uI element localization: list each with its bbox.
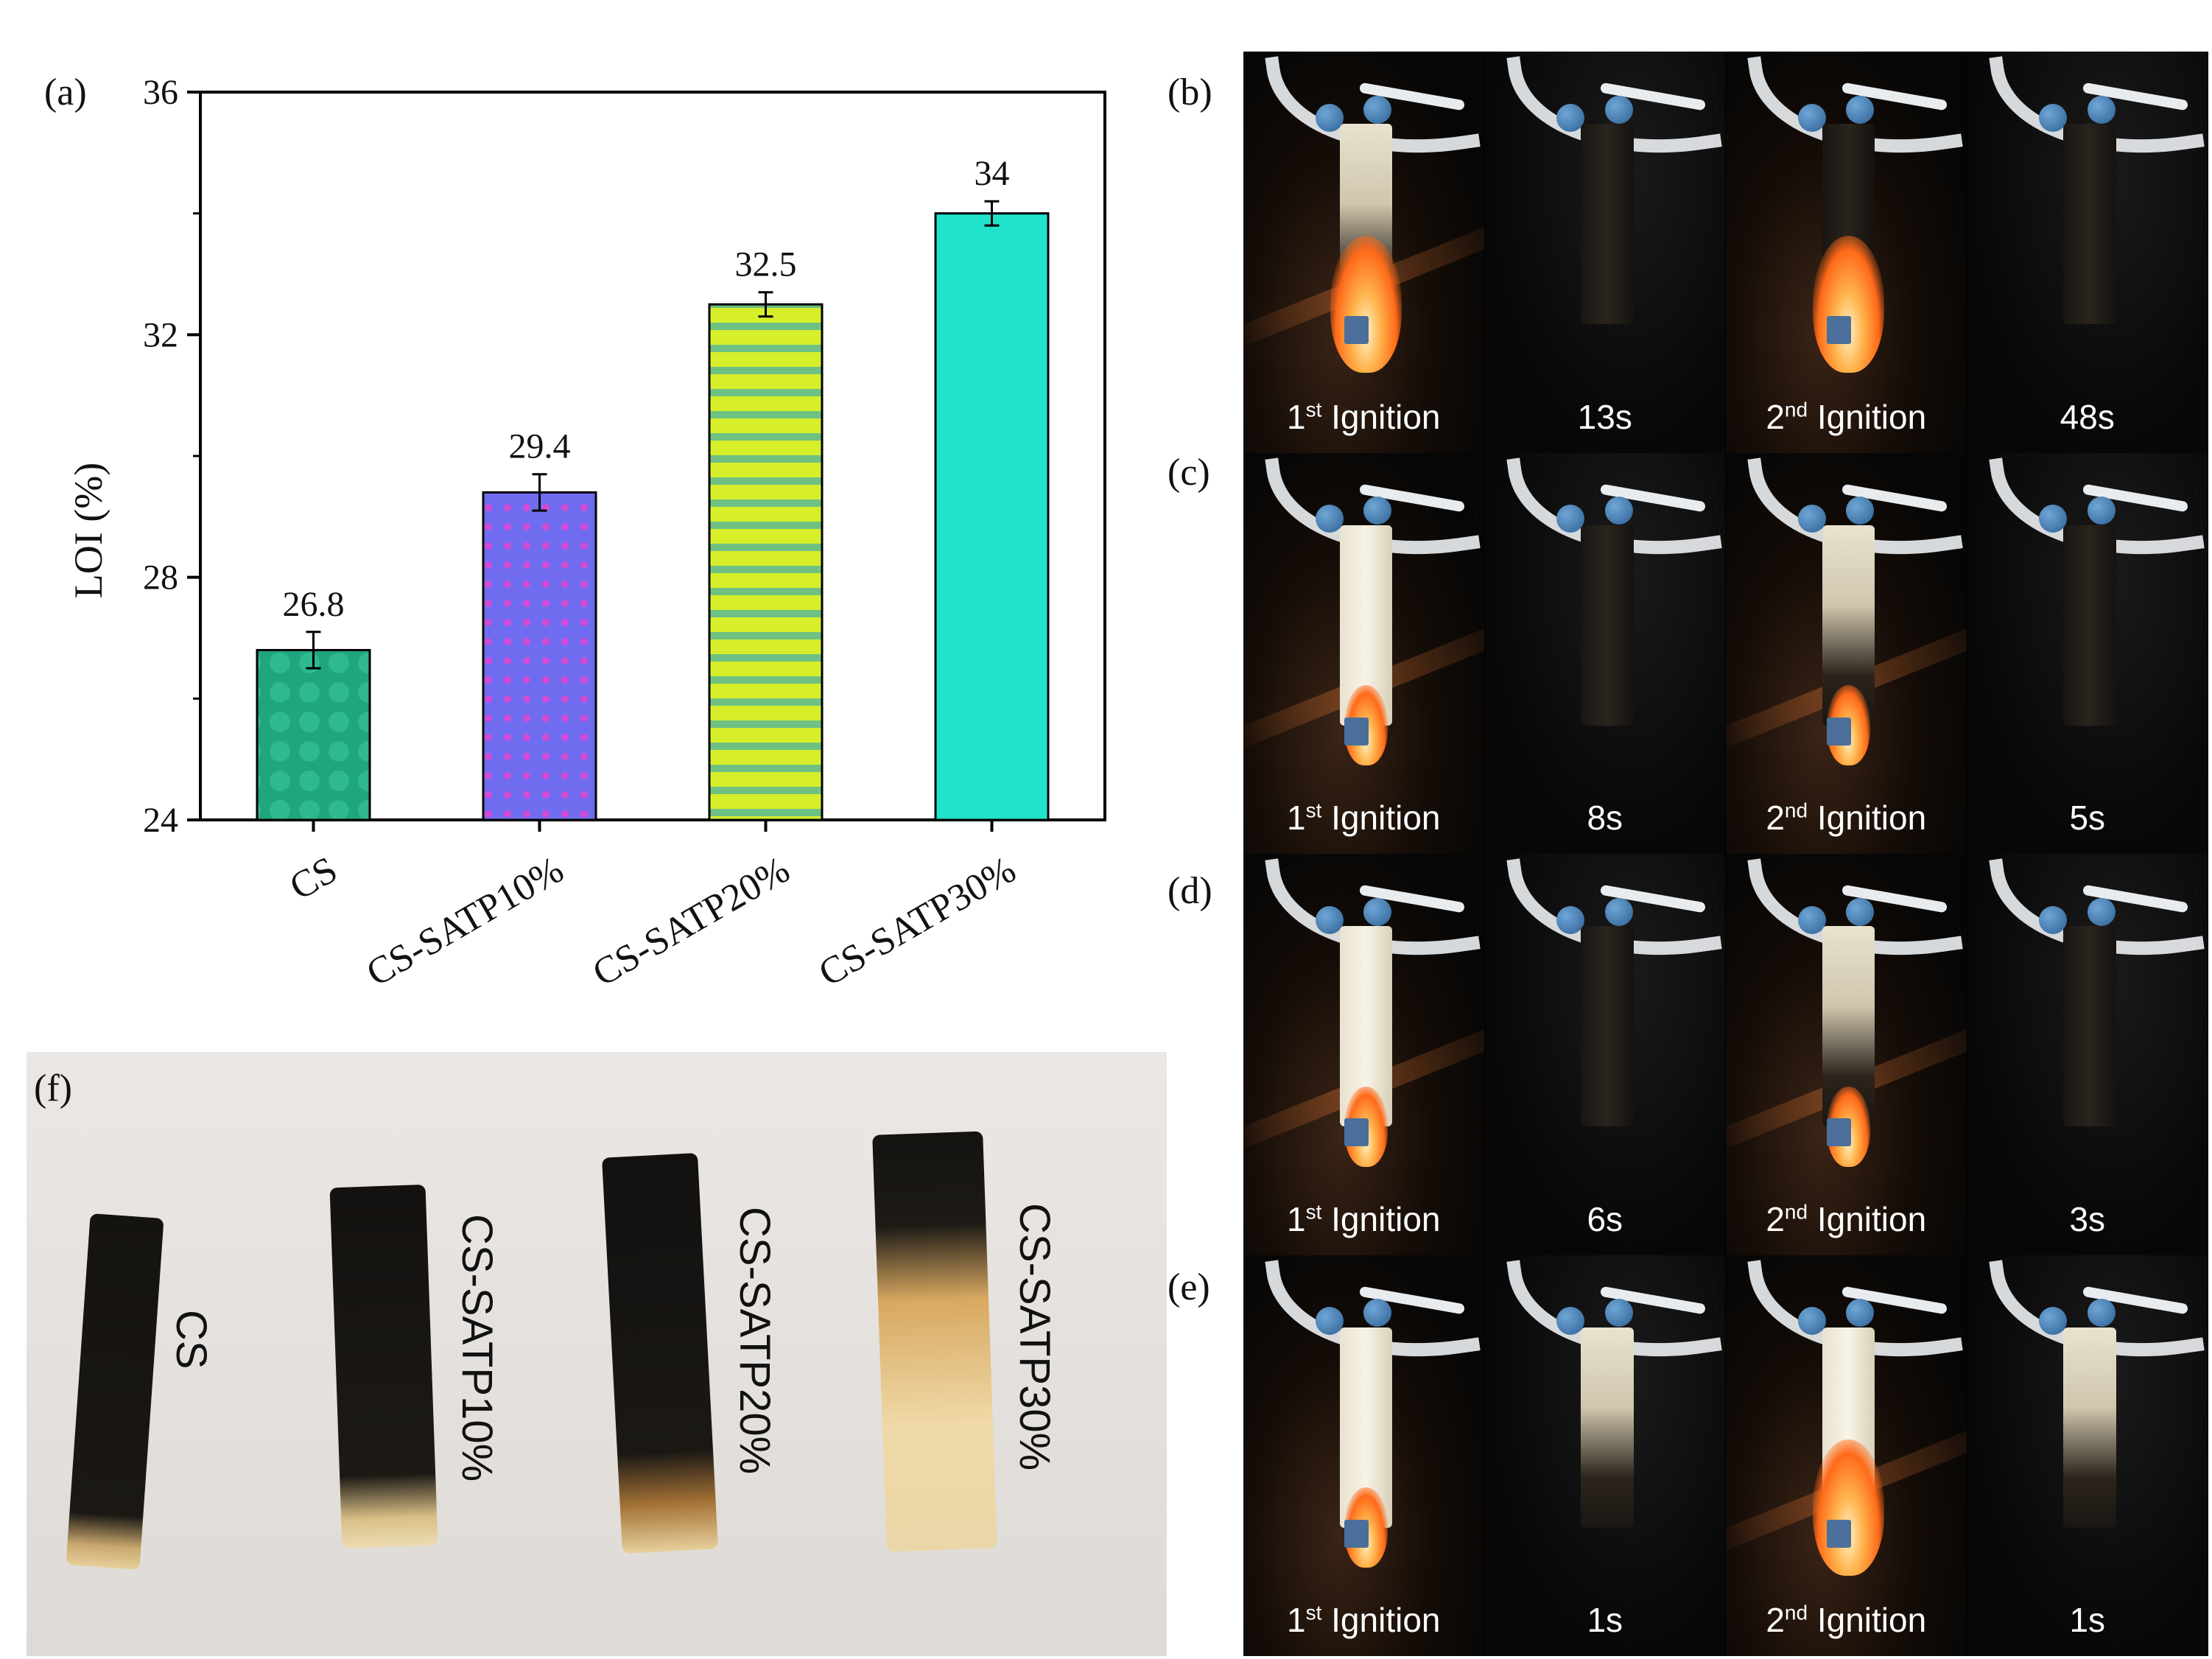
caption-d-2: 6s [1587,1199,1623,1238]
photo-d-1: 1st Ignition [1243,854,1485,1255]
bar-0 [256,648,371,821]
residue-label-20: CS-SATP20% [731,1207,779,1475]
x-tick-label-3: CS-SATP30% [812,849,1022,995]
y-axis-label: LOI (%) [66,463,110,598]
photo-c-4: 5s [1967,452,2208,854]
photo-d-3: 2nd Ignition [1726,854,1967,1255]
caption-e-1: 1st Ignition [1287,1601,1441,1639]
caption-c-4: 5s [2069,799,2106,837]
photo-d-4: 3s [1967,854,2208,1255]
caption-e-4: 1s [2069,1601,2106,1639]
caption-e-3: 2nd Ignition [1766,1601,1927,1639]
bar-2 [708,303,824,821]
x-tick-label-1: CS-SATP10% [359,849,570,995]
caption-b-3: 2nd Ignition [1766,397,1927,436]
residue-photo: (f) CS CS-SATP10% CS-SATP20% CS-SATP30% [27,1052,1167,1656]
value-label-1: 29.4 [509,427,571,466]
residue-sample-20 [602,1152,718,1554]
y-tick-label: 28 [143,558,178,597]
photo-e-2: 1s [1484,1255,1726,1656]
panel-label-a: (a) [44,71,87,113]
residue-sample-10 [329,1184,438,1549]
x-tick-label-2: CS-SATP20% [586,849,796,995]
bar-1 [482,491,597,821]
photo-d-2: 6s [1484,854,1726,1255]
panel-label-d: (d) [1168,870,1212,912]
value-label-0: 26.8 [283,585,345,624]
caption-c-3: 2nd Ignition [1766,799,1927,837]
caption-b-4: 48s [2060,397,2115,436]
caption-c-2: 8s [1587,799,1623,837]
caption-d-3: 2nd Ignition [1766,1199,1927,1238]
residue-label-10: CS-SATP10% [453,1214,501,1482]
photo-b-4: 48s [1967,52,2208,453]
residue-label-cs: CS [167,1310,215,1369]
panel-label-e: (e) [1168,1266,1210,1308]
ignition-photo-grid: 1st Ignition 13s 2nd Ignition 48s 1st Ig… [1243,52,2208,1656]
photo-c-3: 2nd Ignition [1726,452,1967,854]
residue-sample-cs [66,1213,164,1570]
photo-b-3: 2nd Ignition [1726,52,1967,453]
caption-d-1: 1st Ignition [1287,1199,1441,1238]
caption-b-2: 13s [1577,397,1632,436]
value-label-3: 34 [975,154,1010,193]
x-tick-label-0: CS [283,849,345,908]
caption-c-1: 1st Ignition [1287,799,1441,837]
photo-e-1: 1st Ignition [1243,1255,1485,1656]
caption-d-4: 3s [2069,1199,2106,1238]
photo-e-3: 2nd Ignition [1726,1255,1967,1656]
photo-e-4: 1s [1967,1255,2208,1656]
photo-c-1: 1st Ignition [1243,452,1485,854]
panel-label-f: (f) [34,1067,72,1109]
photo-c-2: 8s [1484,452,1726,854]
panel-label-c: (c) [1168,452,1210,494]
bars-group: 26.8 29.4 32.5 34 [256,154,1050,821]
y-tick-label: 36 [143,73,178,112]
photo-b-1: 1st Ignition [1243,52,1485,453]
residue-sample-30 [872,1131,997,1552]
y-axis-ticks: 24 28 32 36 [143,73,200,840]
x-axis-ticks: CS CS-SATP10% CS-SATP20% CS-SATP30% [283,820,1023,995]
panel-label-b: (b) [1168,71,1212,113]
caption-b-1: 1st Ignition [1287,397,1441,436]
value-label-2: 32.5 [735,245,797,284]
caption-e-2: 1s [1587,1601,1623,1639]
photo-b-2: 13s [1484,52,1726,453]
y-tick-label: 24 [143,801,178,840]
residue-label-30: CS-SATP30% [1011,1203,1058,1471]
y-tick-label: 32 [143,315,178,354]
bar-3 [934,212,1050,821]
